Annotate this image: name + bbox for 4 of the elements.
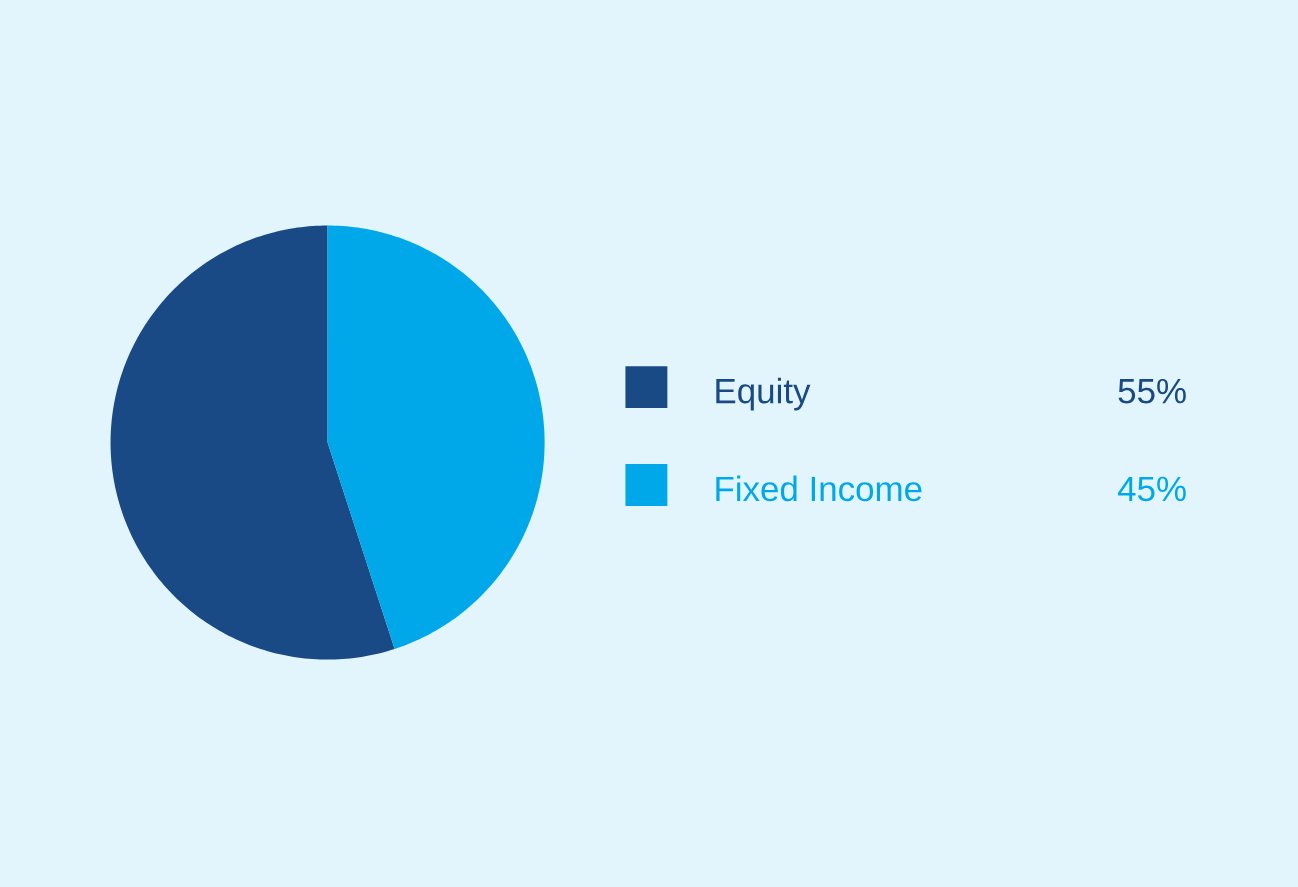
legend-label: Fixed Income — [716, 475, 922, 502]
data-label: 45% — [1117, 476, 1186, 502]
legend-label: Equity — [716, 377, 811, 411]
data-label: 55% — [1118, 378, 1186, 404]
